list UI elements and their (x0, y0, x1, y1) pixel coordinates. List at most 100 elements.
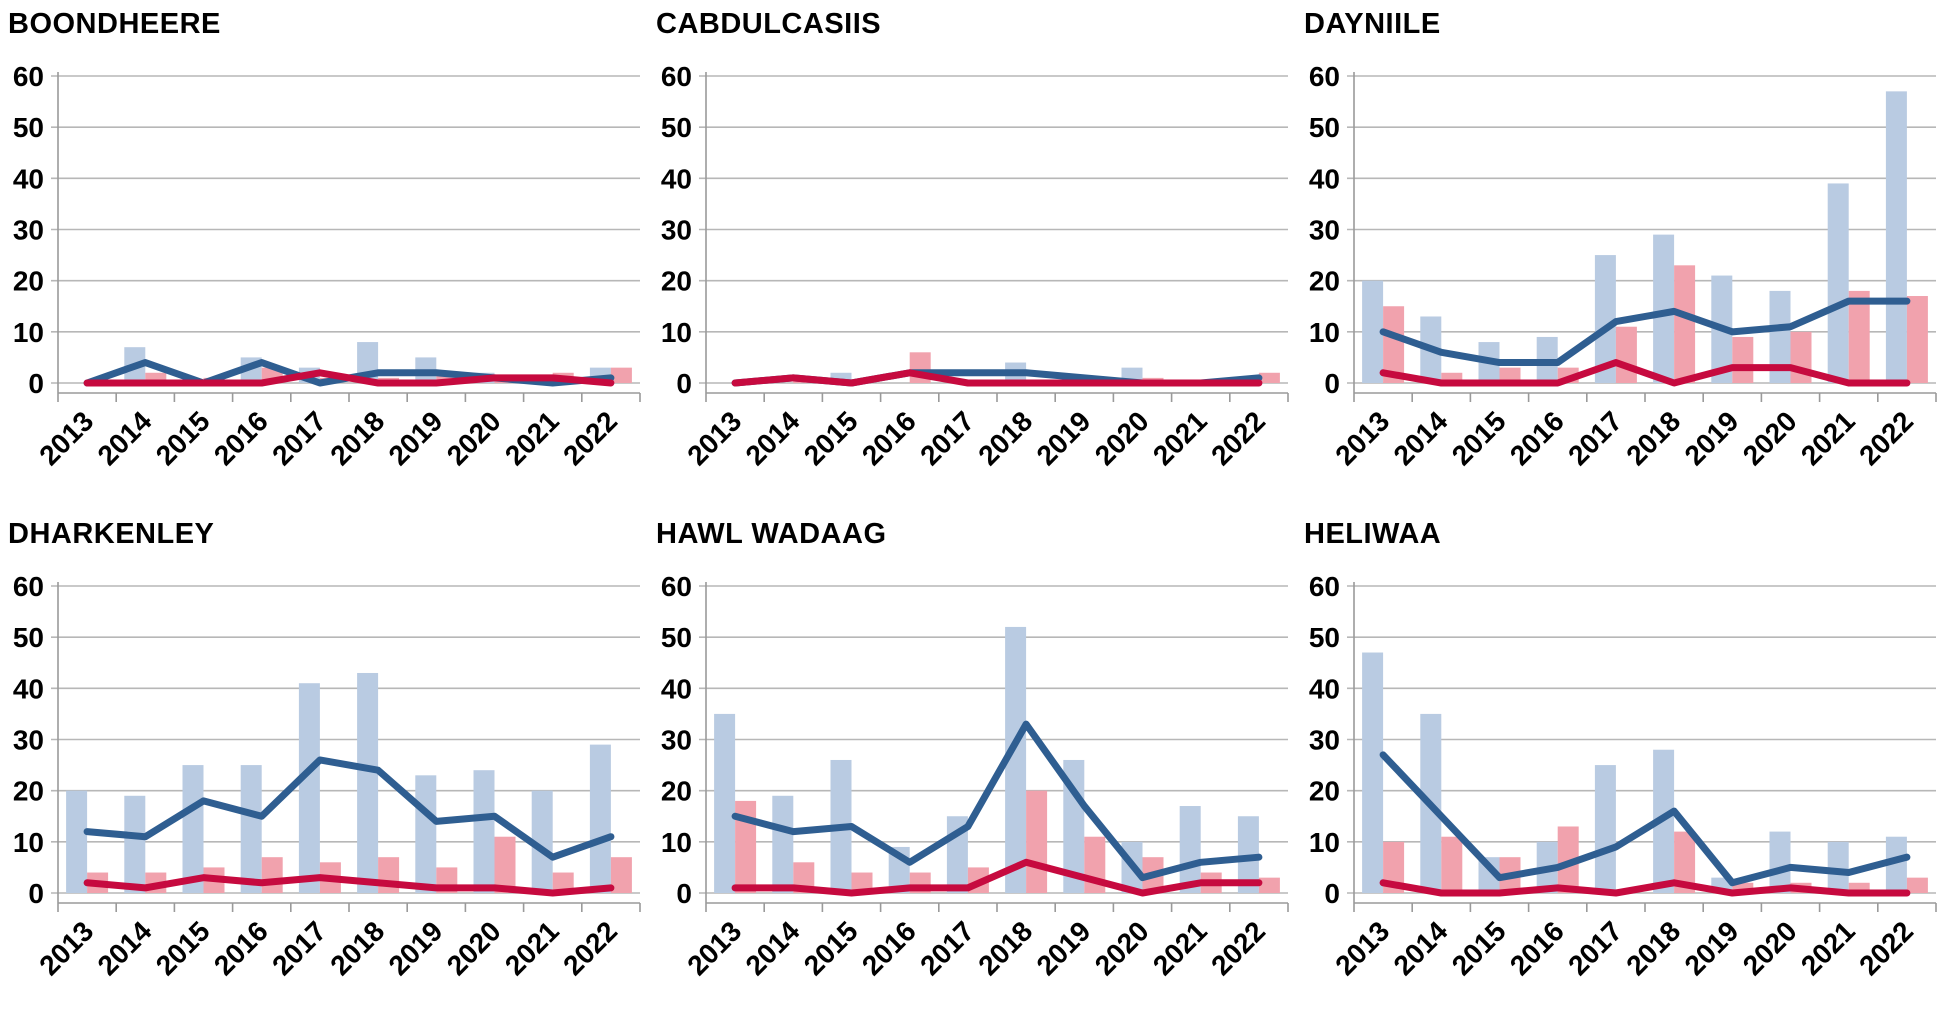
chart-cell-boondheere: BOONDHEERE 0 10 20 30 40 50 60 2013 2014 2015 2016… (0, 0, 648, 510)
chart-title: BOONDHEERE (8, 8, 221, 40)
y-axis-tick-label: 40 (13, 163, 44, 194)
blue-bars-bar (1885, 836, 1907, 893)
x-axis-tick-label: 2013 (681, 405, 747, 471)
blue-bars-bar (1769, 831, 1791, 893)
x-axis-tick-label: 2021 (1795, 915, 1861, 981)
x-axis-tick-label: 2022 (1205, 405, 1271, 471)
y-axis-tick-label: 10 (661, 317, 692, 348)
chart-plot: 0 10 20 30 40 50 60 201320142015201620172018201… (1309, 571, 1937, 981)
x-axis-tick-label: 2022 (1853, 915, 1919, 981)
blue-bars-bar (66, 790, 88, 893)
chart-cell-cabdulcasiis: CABDULCASIIS 0 10 20 30 40 50 60 2013 2014 2015 20… (648, 0, 1296, 510)
pink-bars-bar (1499, 367, 1521, 383)
blue-line (731, 720, 1263, 882)
x-axis-tick-label: 2021 (1147, 915, 1213, 981)
x-axis-tick-label: 2017 (1562, 405, 1628, 471)
y-axis-tick-label: 40 (1309, 673, 1340, 704)
x-axis-tick-label: 2020 (441, 915, 507, 981)
blue-bars-bar (182, 765, 204, 893)
pink-bars-bar (261, 857, 283, 893)
x-axis-tick-label: 2019 (1031, 915, 1097, 981)
blue-bars-bar (1827, 841, 1849, 893)
x-axis-tick-label: 2018 (972, 915, 1038, 981)
y-axis-tick-label: 50 (661, 112, 692, 143)
blue-bars-bar (1362, 280, 1384, 383)
x-axis-tick-label: 2013 (33, 405, 99, 471)
x-axis-tick-label: 2020 (1089, 915, 1155, 981)
pink-bars-bar (1732, 336, 1754, 383)
y-axis-tick-label: 60 (1309, 61, 1340, 92)
pink-bars-bar (610, 367, 632, 383)
pink-bars-bar (145, 372, 167, 383)
blue-bars-bar (357, 672, 379, 893)
blue-line (1379, 297, 1911, 367)
x-axis-tick-label: 2021 (499, 405, 565, 471)
x-axis-tick-label: 2013 (681, 915, 747, 981)
x-axis-tick-label: 2014 (1388, 405, 1454, 471)
x-axis-tick-label: 2020 (1737, 915, 1803, 981)
chart-plot: 0 10 20 30 40 50 60 201320142015201620172018201… (1309, 61, 1937, 471)
pink-bars-bar (436, 372, 458, 383)
x-axis-tick-label: 2013 (1329, 915, 1395, 981)
pink-bars-bar (1441, 836, 1463, 893)
blue-bars-bar (473, 770, 495, 893)
y-axis-tick-label: 0 (676, 368, 692, 399)
y-axis-tick-label: 40 (1309, 163, 1340, 194)
x-axis-tick-label: 2015 (150, 915, 216, 981)
x-axis-tick-label: 2016 (208, 405, 274, 471)
x-axis-tick-label: 2019 (383, 405, 449, 471)
x-axis-tick-label: 2016 (856, 915, 922, 981)
chart-title: CABDULCASIIS (656, 8, 882, 40)
x-axis-tick-label: 2013 (33, 915, 99, 981)
x-axis-tick-label: 2014 (1388, 915, 1454, 981)
chart-plot: 0 10 20 30 40 50 60 201320142015201620172018201… (13, 61, 641, 471)
y-axis-tick-label: 10 (661, 827, 692, 858)
blue-bars-bar (240, 765, 262, 893)
x-axis-tick-label: 2015 (150, 405, 216, 471)
y-axis-tick-label: 10 (13, 317, 44, 348)
x-axis-tick-label: 2022 (557, 915, 623, 981)
chart-cell-heliwaa: HELIWAA 0 10 20 30 40 50 60 2013 2014 2015 2016 201… (1296, 510, 1944, 1020)
x-axis-tick-label: 2018 (1620, 405, 1686, 471)
chart-cell-dharkenley: DHARKENLEY 0 10 20 30 40 50 60 2013 2014 2015 2016… (0, 510, 648, 1020)
chart-cell-dayniile: DAYNIILE 0 10 20 30 40 50 60 2013 2014 2015 2016 20… (1296, 0, 1944, 510)
y-axis-tick-label: 20 (1309, 266, 1340, 297)
pink-bars-bar (1674, 265, 1696, 383)
y-axis-tick-label: 20 (13, 266, 44, 297)
red-line (83, 874, 615, 897)
y-axis-tick-label: 60 (13, 571, 44, 602)
y-axis-tick-label: 10 (13, 827, 44, 858)
y-axis-tick-label: 10 (1309, 827, 1340, 858)
y-axis-tick-label: 60 (13, 61, 44, 92)
y-axis-tick-label: 60 (661, 61, 692, 92)
x-axis-tick-label: 2019 (1679, 405, 1745, 471)
pink-bars-bar (1026, 790, 1048, 893)
blue-line (83, 756, 615, 861)
x-axis-tick-label: 2019 (383, 915, 449, 981)
red-line (1379, 359, 1911, 387)
blue-bars-bar (714, 713, 736, 893)
x-axis-tick-label: 2013 (1329, 405, 1395, 471)
pink-bars-bar (610, 857, 632, 893)
blue-bars-bar (1594, 255, 1616, 383)
y-axis-tick-label: 50 (13, 622, 44, 653)
y-axis-tick-label: 30 (13, 215, 44, 246)
pink-bars-bar (1732, 882, 1754, 893)
pink-bars-bar (552, 872, 574, 893)
x-axis-tick-label: 2021 (1795, 405, 1861, 471)
y-axis-tick-label: 50 (13, 112, 44, 143)
chart-title: HAWL WADAAG (656, 518, 887, 550)
x-axis-tick-label: 2016 (1504, 915, 1570, 981)
pink-bars-bar (1258, 372, 1280, 383)
chart-title: DHARKENLEY (8, 518, 215, 550)
x-axis-tick-label: 2015 (1446, 915, 1512, 981)
x-axis-tick-label: 2014 (92, 405, 158, 471)
x-axis-tick-label: 2014 (740, 405, 806, 471)
blue-bars-bar (1362, 652, 1384, 893)
x-axis-tick-label: 2022 (1853, 405, 1919, 471)
x-axis-tick-label: 2020 (1089, 405, 1155, 471)
y-axis-tick-label: 30 (1309, 215, 1340, 246)
chart-cell-hawl-wadaag: HAWL WADAAG 0 10 20 30 40 50 60 2013 2014 2015 201… (648, 510, 1296, 1020)
blue-bars-bar (830, 372, 852, 383)
x-axis-tick-label: 2015 (798, 915, 864, 981)
